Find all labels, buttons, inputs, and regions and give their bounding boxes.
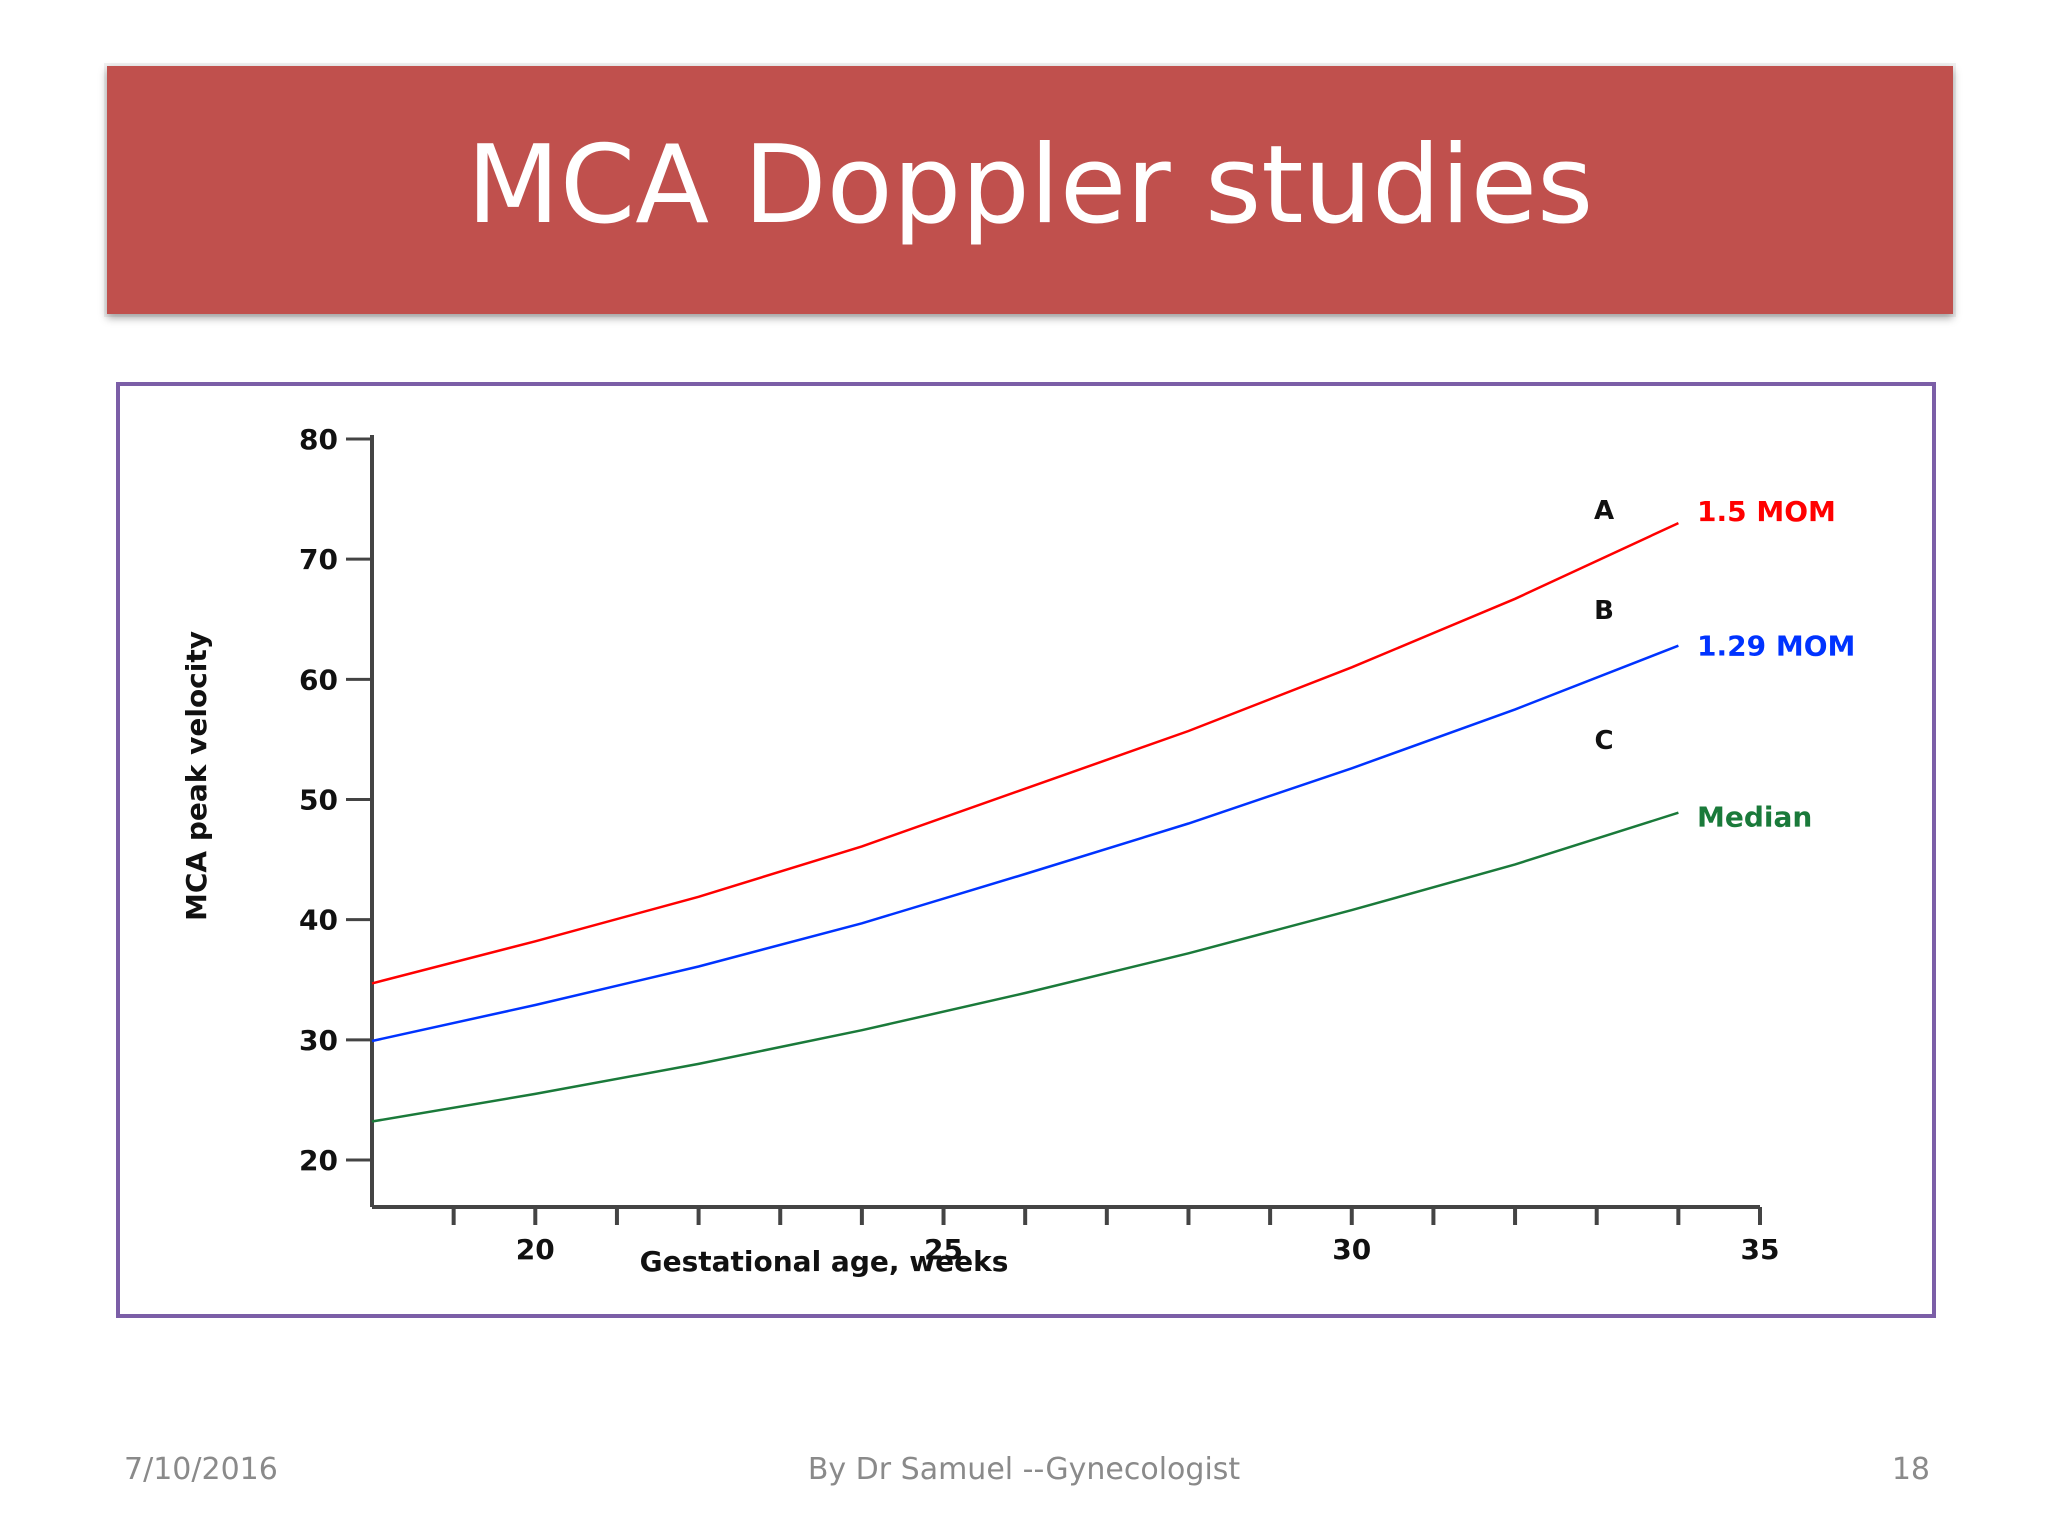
series-line-a xyxy=(371,521,1679,985)
slide-title: MCA Doppler studies xyxy=(466,122,1594,248)
chart-frame: 20 30 40 50 60 70 80 20 25 30 35 1.5 MOM A 1.29 MOM B… xyxy=(116,382,1936,1318)
footer-page-number: 18 xyxy=(1891,1452,1930,1487)
y-tick-label: 30 xyxy=(299,1024,338,1057)
y-tick-label: 50 xyxy=(299,784,338,817)
x-tick-label: 30 xyxy=(1332,1233,1371,1266)
chart-labels: 1.5 MOM A 1.29 MOM B Median C xyxy=(1594,495,1855,834)
chart-lines xyxy=(371,521,1679,1123)
title-banner: MCA Doppler studies xyxy=(107,66,1953,314)
x-tick-label: 35 xyxy=(1741,1233,1780,1266)
series-letter-a: A xyxy=(1594,496,1614,526)
x-axis-label: Gestational age, weeks xyxy=(640,1245,1009,1278)
y-tick-label: 20 xyxy=(299,1144,338,1177)
chart-ticks: 20 30 40 50 60 70 80 20 25 30 35 xyxy=(299,423,1779,1266)
y-tick-label: 70 xyxy=(299,543,338,576)
x-tick-label: 20 xyxy=(516,1233,555,1266)
series-label-b: 1.29 MOM xyxy=(1697,630,1855,663)
series-label-c: Median xyxy=(1697,801,1812,834)
series-letter-b: B xyxy=(1594,596,1614,626)
series-line-c xyxy=(371,811,1679,1123)
series-line-b xyxy=(371,644,1679,1043)
x-tick-label: 25 xyxy=(924,1233,963,1266)
chart-axes xyxy=(370,435,1760,1209)
y-tick-label: 40 xyxy=(299,904,338,937)
chart: 20 30 40 50 60 70 80 20 25 30 35 1.5 MOM A 1.29 MOM B… xyxy=(180,423,1855,1278)
series-letter-c: C xyxy=(1594,726,1613,756)
y-tick-label: 60 xyxy=(299,663,338,696)
y-tick-label: 80 xyxy=(299,423,338,456)
footer-author: By Dr Samuel --Gynecologist xyxy=(807,1452,1241,1487)
y-axis-label: MCA peak velocity xyxy=(180,631,213,921)
footer-date: 7/10/2016 xyxy=(124,1452,278,1487)
series-label-a: 1.5 MOM xyxy=(1697,495,1836,528)
